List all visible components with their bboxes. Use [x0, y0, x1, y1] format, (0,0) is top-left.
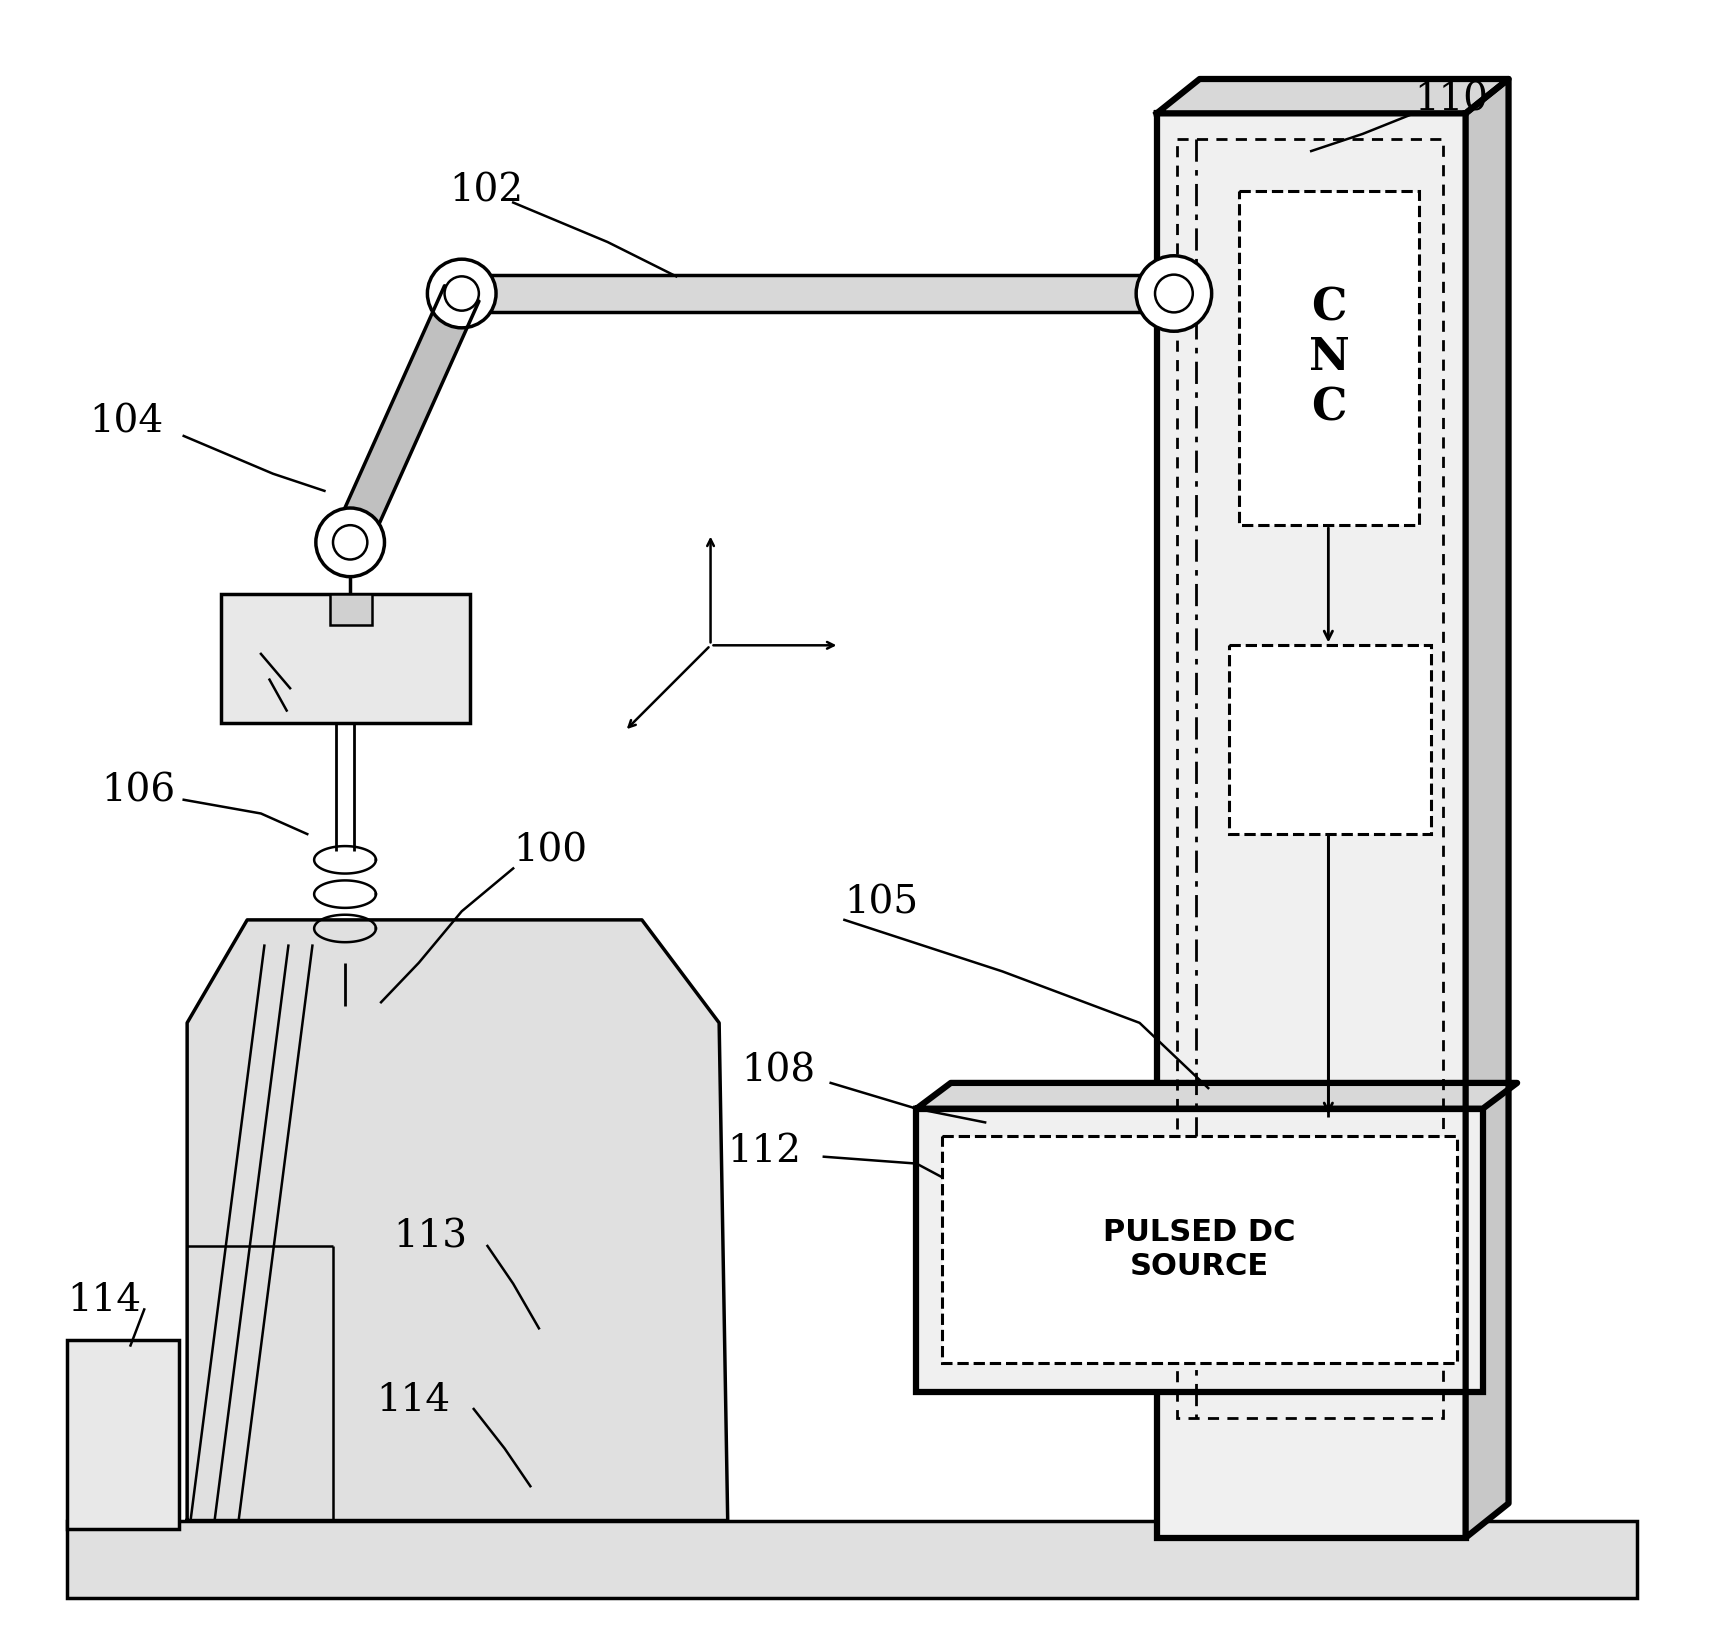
- Text: 104: 104: [90, 404, 164, 441]
- Polygon shape: [332, 286, 479, 550]
- Circle shape: [445, 276, 479, 310]
- Text: 114: 114: [375, 1382, 450, 1418]
- Polygon shape: [1465, 79, 1509, 1537]
- Text: 114: 114: [67, 1283, 142, 1319]
- Text: C
N
C: C N C: [1310, 287, 1349, 429]
- Text: 105: 105: [844, 885, 919, 921]
- Circle shape: [1156, 274, 1192, 312]
- Bar: [1157, 114, 1465, 1537]
- Polygon shape: [917, 1083, 1517, 1109]
- Circle shape: [317, 509, 384, 576]
- Polygon shape: [462, 274, 1175, 312]
- Bar: [67, 1341, 178, 1529]
- Circle shape: [1137, 256, 1211, 332]
- Bar: [1239, 190, 1419, 525]
- Bar: [330, 594, 372, 624]
- Polygon shape: [1157, 79, 1509, 114]
- Bar: [1228, 646, 1431, 834]
- Text: 113: 113: [393, 1218, 467, 1256]
- Text: 100: 100: [514, 832, 586, 870]
- Text: 106: 106: [102, 773, 175, 809]
- Polygon shape: [187, 920, 728, 1521]
- Text: 110: 110: [1413, 81, 1488, 119]
- Text: PULSED DC
SOURCE: PULSED DC SOURCE: [1104, 1218, 1296, 1281]
- Bar: [917, 1109, 1483, 1392]
- Bar: [221, 594, 471, 723]
- Text: 112: 112: [728, 1133, 801, 1171]
- Bar: [67, 1521, 1637, 1598]
- Circle shape: [332, 525, 367, 560]
- Text: 108: 108: [742, 1052, 815, 1090]
- Circle shape: [427, 259, 497, 329]
- Bar: [1178, 139, 1443, 1418]
- Text: 102: 102: [450, 172, 524, 210]
- Bar: [943, 1136, 1457, 1362]
